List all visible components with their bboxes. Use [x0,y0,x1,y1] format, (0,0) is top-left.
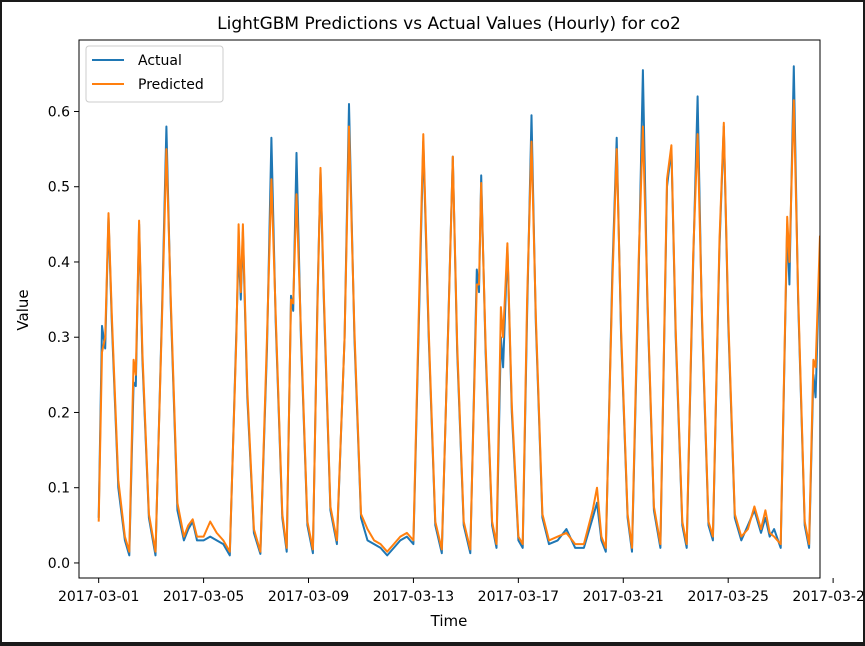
x-tick-label: 2017-03-29 [792,589,863,605]
chart-title: LightGBM Predictions vs Actual Values (H… [217,14,681,34]
y-tick-label: 0.1 [48,481,70,497]
x-tick-label: 2017-03-01 [58,589,139,605]
x-tick-label: 2017-03-13 [373,589,454,605]
x-tick-label: 2017-03-17 [478,589,559,605]
y-tick-label: 0.4 [48,255,70,271]
y-tick-label: 0.0 [48,556,70,572]
series-line-predicted [97,99,820,553]
y-tick-label: 0.2 [48,405,70,421]
x-tick-label: 2017-03-05 [163,589,244,605]
y-tick-label: 0.5 [48,180,70,196]
axes-frame [78,39,821,579]
y-tick-label: 0.3 [48,330,70,346]
legend-label-predicted: Predicted [138,77,204,93]
legend: Actual Predicted [85,45,224,103]
x-axis-ticks: 2017-03-01 2017-03-05 2017-03-09 2017-03-13… [58,578,865,605]
plot-area [78,39,821,579]
x-tick-label: 2017-03-25 [688,589,769,605]
legend-label-actual: Actual [138,53,182,69]
x-tick-label: 2017-03-21 [583,589,664,605]
x-tick-label: 2017-03-09 [268,589,349,605]
y-tick-label: 0.6 [48,104,70,120]
x-axis-label: Time [430,612,468,630]
y-axis-label: Value [14,289,32,330]
y-axis-ticks: 0.0 0.1 0.2 0.3 0.4 0.5 0.6 [48,104,79,572]
series-line-actual [97,65,820,557]
